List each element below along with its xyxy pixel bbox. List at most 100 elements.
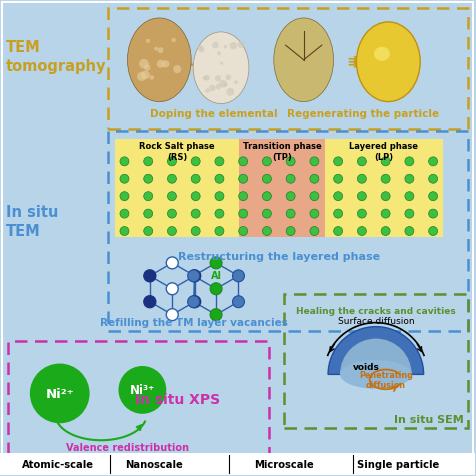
Circle shape [215,85,221,90]
Text: Rock Salt phase
(RS): Rock Salt phase (RS) [139,142,214,161]
Circle shape [205,89,209,94]
Circle shape [428,210,436,218]
Text: Restructuring the layered phase: Restructuring the layered phase [178,251,379,261]
Circle shape [357,227,366,236]
Bar [324,140,442,238]
Text: In situ
TEM: In situ TEM [6,205,58,238]
Circle shape [191,175,200,184]
Text: Nanoscale: Nanoscale [125,459,183,469]
Circle shape [404,175,413,184]
Bar [0,453,474,475]
Circle shape [309,158,318,167]
Circle shape [212,43,218,50]
Text: In situ SEM: In situ SEM [393,414,463,424]
Circle shape [120,175,129,184]
Circle shape [149,76,154,80]
Circle shape [215,192,223,201]
Circle shape [215,227,223,236]
Circle shape [191,192,200,201]
Circle shape [118,366,166,414]
Text: Microscale: Microscale [253,459,313,469]
Circle shape [238,210,247,218]
Circle shape [144,65,150,71]
Circle shape [286,192,295,201]
Circle shape [167,210,176,218]
Circle shape [224,83,227,87]
Text: Doping the elemental: Doping the elemental [150,109,278,118]
Circle shape [143,158,152,167]
Circle shape [333,227,342,236]
Circle shape [404,210,413,218]
Circle shape [380,210,389,218]
Text: Al: Al [210,270,221,280]
Circle shape [404,158,413,167]
Bar [283,294,467,428]
Circle shape [215,76,220,82]
Circle shape [229,43,237,50]
Ellipse shape [193,33,248,104]
Circle shape [204,76,209,81]
Circle shape [120,227,129,236]
Circle shape [167,227,176,236]
Bar [114,140,239,238]
Bar [107,132,467,331]
Ellipse shape [273,19,333,102]
Circle shape [143,175,152,184]
Text: Valence redistribution: Valence redistribution [66,442,189,452]
Circle shape [357,158,366,167]
Circle shape [357,192,366,201]
Text: Refilling the TM layer vacancies: Refilling the TM layer vacancies [100,317,288,327]
Circle shape [404,227,413,236]
Circle shape [226,89,234,97]
Circle shape [404,192,413,201]
Circle shape [309,192,318,201]
Text: Atomic-scale: Atomic-scale [22,459,94,469]
Circle shape [188,296,200,308]
Circle shape [286,227,295,236]
Circle shape [144,296,156,308]
Circle shape [333,192,342,201]
Circle shape [219,80,227,88]
Circle shape [143,192,152,201]
Circle shape [208,86,215,92]
Circle shape [198,47,204,53]
Circle shape [428,158,436,167]
Ellipse shape [373,48,389,61]
Circle shape [219,62,223,66]
Circle shape [262,158,271,167]
Circle shape [333,210,342,218]
Wedge shape [327,327,423,375]
Circle shape [167,175,176,184]
Circle shape [30,364,89,423]
Circle shape [157,60,165,69]
Circle shape [120,192,129,201]
Text: voids: voids [352,362,378,371]
Circle shape [380,227,389,236]
Circle shape [137,72,146,82]
Text: Layered phase
(LP): Layered phase (LP) [349,142,417,161]
Circle shape [141,71,149,80]
Text: In situ XPS: In situ XPS [135,393,219,407]
Circle shape [166,309,178,321]
Circle shape [202,77,207,81]
Circle shape [237,42,244,49]
Circle shape [143,227,152,236]
Circle shape [225,75,230,81]
Text: Healing the cracks and cavities: Healing the cracks and cavities [296,306,455,315]
Circle shape [157,48,163,54]
Circle shape [286,175,295,184]
Ellipse shape [339,360,411,389]
Circle shape [238,227,247,236]
Circle shape [223,46,227,49]
Circle shape [143,210,152,218]
Ellipse shape [127,19,191,102]
Circle shape [191,158,200,167]
Text: Surface diffusion: Surface diffusion [337,316,413,325]
Circle shape [209,258,221,269]
Circle shape [146,40,150,44]
Bar [107,9,467,130]
Circle shape [154,48,158,51]
Text: Transition phase
(TP): Transition phase (TP) [242,142,321,161]
Circle shape [380,175,389,184]
Text: Single particle: Single particle [357,459,438,469]
